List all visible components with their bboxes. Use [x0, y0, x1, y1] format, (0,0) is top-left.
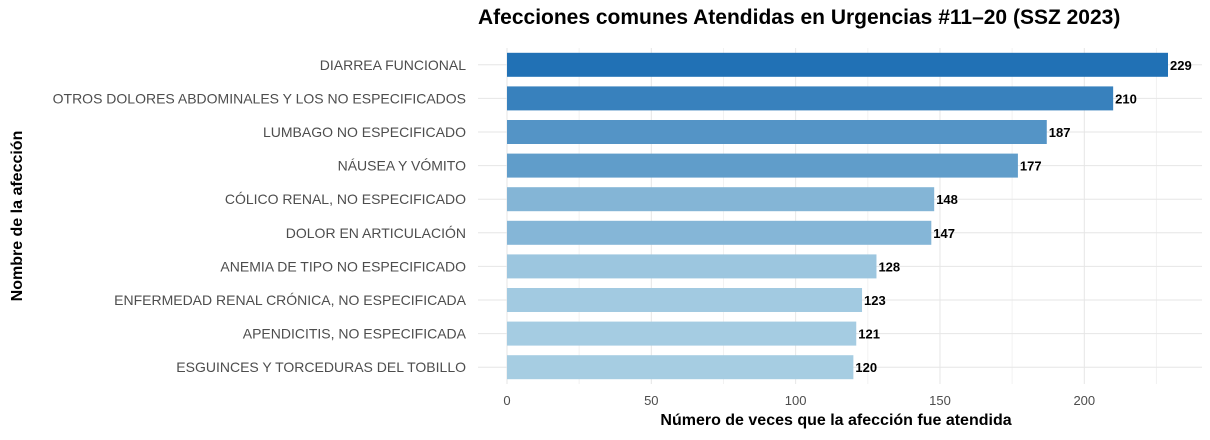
bar [507, 153, 1018, 178]
category-label: DOLOR EN ARTICULACIÓN [286, 225, 466, 241]
category-label: LUMBAGO NO ESPECIFICADO [263, 124, 466, 140]
bar [507, 254, 877, 279]
x-tick-label: 50 [644, 393, 658, 408]
bar-value-label: 121 [858, 327, 880, 342]
bar [507, 120, 1047, 144]
bar [507, 321, 857, 346]
bar-value-label: 148 [936, 192, 958, 207]
category-label: DIARREA FUNCIONAL [320, 57, 466, 73]
bar [507, 220, 932, 245]
bar-value-label: 128 [878, 259, 900, 274]
x-axis-title: Número de veces que la afección fue aten… [660, 412, 1012, 429]
bar-value-label: 187 [1049, 125, 1071, 140]
bar [507, 52, 1168, 77]
bar-value-label: 229 [1170, 58, 1192, 73]
bar [507, 288, 863, 312]
category-label: ANEMIA DE TIPO NO ESPECIFICADO [220, 258, 466, 274]
category-label: OTROS DOLORES ABDOMINALES Y LOS NO ESPEC… [53, 90, 466, 106]
category-label: ESGUINCES Y TORCEDURAS DEL TOBILLO [176, 359, 466, 375]
bar-value-label: 120 [855, 360, 877, 375]
chart-title: Afecciones comunes Atendidas en Urgencia… [478, 6, 1121, 29]
category-label: NÁUSEA Y VÓMITO [338, 158, 466, 174]
bar-value-label: 147 [933, 226, 955, 241]
bar-value-label: 123 [864, 293, 886, 308]
bar [507, 355, 854, 380]
bar-value-label: 210 [1115, 91, 1137, 106]
x-tick-label: 150 [929, 393, 951, 408]
category-label: ENFERMEDAD RENAL CRÓNICA, NO ESPECIFICAD… [114, 292, 467, 308]
category-label: APENDICITIS, NO ESPECIFICADA [243, 326, 467, 342]
bar-value-label: 177 [1020, 159, 1042, 174]
category-label: CÓLICO RENAL, NO ESPECIFICADO [225, 191, 466, 207]
bar [507, 86, 1114, 111]
bar [507, 187, 935, 212]
x-tick-label: 200 [1073, 393, 1095, 408]
x-tick-label: 100 [785, 393, 807, 408]
x-tick-label: 0 [503, 393, 510, 408]
